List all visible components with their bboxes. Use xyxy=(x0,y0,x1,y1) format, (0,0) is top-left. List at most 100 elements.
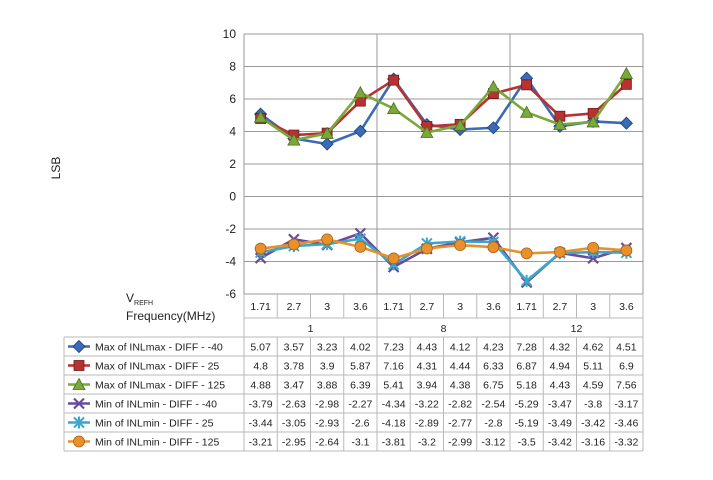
data-point xyxy=(487,241,500,254)
data-value: 7.23 xyxy=(383,342,404,354)
data-value: 7.16 xyxy=(383,361,404,373)
legend-entry: Max of INLmax - DIFF - 25 xyxy=(95,361,219,373)
table-row: Max of INLmax - DIFF - -40 5.07 3.57 3.23 4.… xyxy=(68,339,637,354)
vref-subscript: REFH xyxy=(134,300,153,307)
series-2 xyxy=(255,74,632,141)
data-point xyxy=(453,118,467,131)
legend-entry: Min of INLmin - DIFF - -40 xyxy=(95,399,217,411)
data-value: 3.47 xyxy=(284,380,305,392)
x-tick-label: 3 xyxy=(324,301,330,313)
data-value: -2.99 xyxy=(448,437,472,449)
data-value: 5.11 xyxy=(583,361,603,373)
data-point xyxy=(420,125,434,138)
data-value: -2.89 xyxy=(415,418,439,430)
data-value: 4.38 xyxy=(450,380,471,392)
data-point xyxy=(253,110,268,123)
data-value: -2.98 xyxy=(315,399,339,411)
data-value: 4.12 xyxy=(450,342,471,354)
data-value: 4.31 xyxy=(417,361,438,373)
x-tick-label: 2.7 xyxy=(287,301,302,313)
x-tick-label: 3 xyxy=(590,301,596,313)
data-value: 6.75 xyxy=(483,380,504,392)
data-point xyxy=(321,233,334,246)
y-tick-label: 6 xyxy=(229,92,236,106)
x-tick-label: 3 xyxy=(457,301,463,313)
y-axis-ticks: 10 8 6 4 2 0 -2 -4 -6 xyxy=(223,27,237,301)
data-value: 3.57 xyxy=(284,342,305,354)
data-value: -3.5 xyxy=(518,437,536,449)
y-tick-label: 4 xyxy=(229,125,236,139)
data-point xyxy=(486,121,500,135)
data-point xyxy=(586,115,600,128)
data-value: -3.8 xyxy=(584,399,602,411)
data-point xyxy=(320,137,334,151)
data-point xyxy=(620,244,633,257)
data-value: 6.9 xyxy=(619,361,634,373)
data-value: -2.54 xyxy=(481,399,505,411)
data-point xyxy=(387,252,400,265)
data-point xyxy=(287,238,300,251)
frequency-label: Frequency(MHz) xyxy=(126,309,215,323)
data-value: -3.12 xyxy=(481,437,505,449)
legend-key-marker xyxy=(73,416,85,429)
data-value: -3.21 xyxy=(249,437,273,449)
data-point xyxy=(620,78,632,90)
vref-main: V xyxy=(126,291,134,305)
data-point xyxy=(521,79,533,91)
data-value: 6.39 xyxy=(350,380,371,392)
data-value: -3.17 xyxy=(614,399,638,411)
table-row: Min of INLmin - DIFF - 125 -3.21 -2.95 -2.6… xyxy=(68,435,638,449)
data-value: -3.2 xyxy=(418,437,436,449)
data-value: -2.93 xyxy=(315,418,339,430)
y-axis-label: LSB xyxy=(49,157,63,180)
data-value: -5.29 xyxy=(515,399,539,411)
data-point xyxy=(254,242,267,255)
group-label: 8 xyxy=(441,323,447,335)
data-value: 4.8 xyxy=(253,361,268,373)
data-value: 6.33 xyxy=(483,361,504,373)
data-value: 5.18 xyxy=(516,380,537,392)
x-tick-label: 3.6 xyxy=(486,301,501,313)
legend-entry: Max of INLmax - DIFF - -40 xyxy=(95,342,223,354)
data-value: 4.94 xyxy=(550,361,571,373)
data-value: -2.82 xyxy=(448,399,472,411)
legend-entry: Min of INLmin - DIFF - 25 xyxy=(95,418,214,430)
data-value: -3.44 xyxy=(249,418,273,430)
y-tick-label: -2 xyxy=(225,222,236,236)
data-value: 4.59 xyxy=(583,380,604,392)
data-value: 7.56 xyxy=(616,380,637,392)
x-tick-label: 1.71 xyxy=(383,301,404,313)
x-tick-label: 1.71 xyxy=(516,301,537,313)
data-point xyxy=(486,79,501,93)
data-value: -4.34 xyxy=(382,399,406,411)
legend-entry: Max of INLmax - DIFF - 125 xyxy=(95,380,225,392)
x-tick-label: 2.7 xyxy=(420,301,435,313)
legend-entry: Min of INLmin - DIFF - 125 xyxy=(95,437,219,449)
y-tick-label: 2 xyxy=(229,157,236,171)
data-value: -3.32 xyxy=(614,437,638,449)
data-point xyxy=(386,101,401,114)
x-tick-label: 2.7 xyxy=(553,301,568,313)
data-point xyxy=(520,247,533,260)
x-tick-label: 3.6 xyxy=(619,301,634,313)
data-value: 3.9 xyxy=(320,361,335,373)
data-value: 3.94 xyxy=(417,380,438,392)
data-value: -5.19 xyxy=(515,418,539,430)
data-value: -3.47 xyxy=(548,399,572,411)
data-value: -3.46 xyxy=(614,418,638,430)
legend-key-marker xyxy=(72,339,86,354)
group-label: 12 xyxy=(571,323,583,335)
series-line xyxy=(259,72,628,142)
data-point xyxy=(619,116,633,130)
data-point xyxy=(388,74,400,86)
table-row: Max of INLmax - DIFF - 25 4.8 3.78 3.9 5.87 7… xyxy=(68,360,634,373)
table-row: Min of INLmin - DIFF - 25 -3.44 -3.05 -2.93… xyxy=(68,416,638,430)
data-value: -3.79 xyxy=(249,399,273,411)
data-value: -3.42 xyxy=(581,418,605,430)
data-point xyxy=(587,241,600,254)
data-value: -2.77 xyxy=(448,418,472,430)
data-value: 3.78 xyxy=(284,361,305,373)
data-point xyxy=(353,124,367,138)
data-table: VREFH Frequency(MHz) 1.71 2.7 3 3.6 1.71 2.7 3… xyxy=(63,291,644,452)
